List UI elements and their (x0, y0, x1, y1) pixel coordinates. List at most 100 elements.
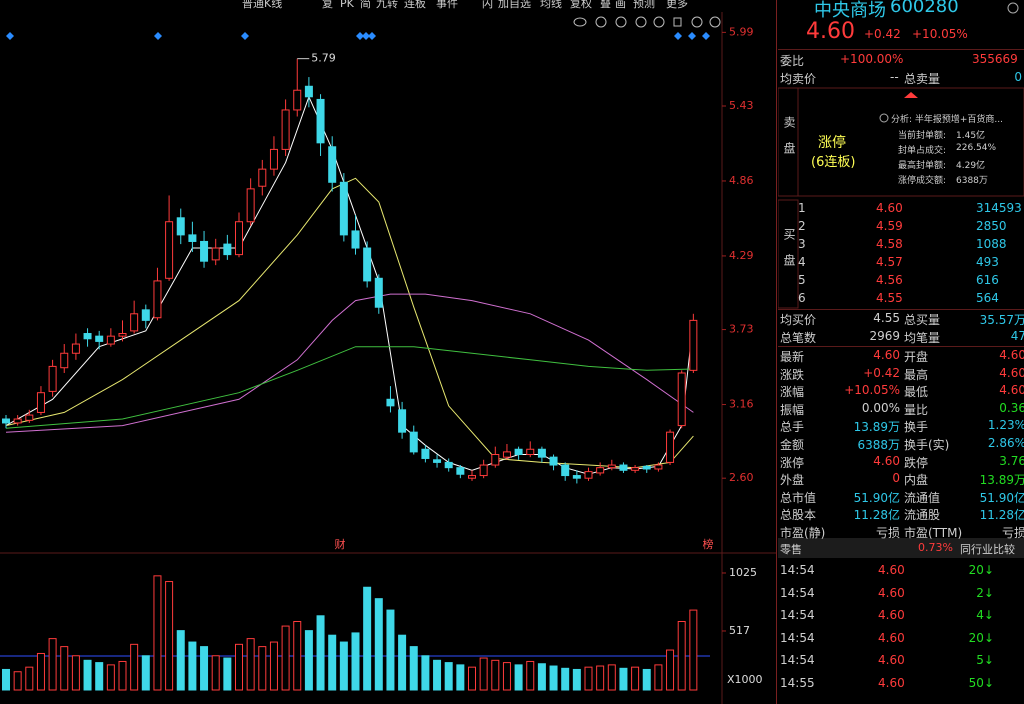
volume-bar (631, 666, 640, 691)
separator (778, 309, 1024, 310)
event-marker: 财 (335, 537, 346, 551)
toolbar-button[interactable]: 闪 (482, 0, 493, 10)
value: 0.36 (999, 400, 1024, 415)
label: 总卖量 (904, 72, 941, 86)
level: 2 (798, 219, 806, 233)
bid-price: 4.58 (876, 237, 903, 251)
trade-time: 14:55 (780, 676, 815, 690)
toolbar-button[interactable]: 加自选 (498, 0, 531, 10)
toolbar-button[interactable]: 事件 (436, 0, 458, 10)
trade-volume: 50↓ (968, 676, 994, 690)
volume-bar (468, 666, 476, 691)
volume-bar (36, 652, 45, 691)
high-label: 5.79 (311, 52, 336, 65)
stock-code: 600280 (890, 0, 959, 17)
label: 外盘 (780, 473, 805, 488)
volume-bar (130, 643, 139, 691)
toolbar-button[interactable]: 简 (360, 0, 371, 10)
value: 4.60 (873, 453, 900, 468)
y-tick-label: 3.16 (729, 398, 754, 411)
label: 量比 (904, 402, 929, 417)
level: 3 (798, 237, 806, 251)
volume-bar (95, 662, 104, 691)
limit-streak: (6连板) (811, 155, 856, 170)
toolbar-button[interactable]: 画 (615, 0, 626, 10)
volume-bar (269, 641, 278, 691)
trade-time: 14:54 (780, 585, 815, 600)
y-tick-label: 2.60 (729, 471, 754, 484)
volume-bar (25, 666, 34, 691)
toolbar-button[interactable]: 复权 (570, 0, 592, 10)
candle-body (502, 451, 511, 458)
candle-body (165, 221, 174, 279)
value: +0.42 (863, 365, 900, 380)
level: 5 (798, 273, 806, 287)
candle-body (514, 448, 523, 456)
bid-volume: 493 (976, 255, 999, 269)
label: 金额 (780, 438, 805, 452)
volume-bar (386, 609, 395, 691)
candle-body (363, 247, 372, 282)
candle-body (269, 148, 278, 170)
candle-body (677, 372, 686, 427)
value: 6388万 (857, 438, 900, 452)
value: 226.54% (956, 143, 997, 153)
volume-bar (339, 641, 348, 691)
volume-bar (549, 665, 558, 691)
candle-body (433, 459, 442, 463)
settings-icon[interactable] (1007, 2, 1019, 14)
value: 2.86% (987, 436, 1024, 450)
label: 均买价 (780, 313, 817, 327)
volume-bar (211, 655, 220, 691)
value: 4.60 (873, 348, 900, 362)
info-icon (879, 113, 889, 123)
candle-body (176, 217, 185, 236)
side-label: 卖盘 (782, 116, 796, 168)
bid-side-box (778, 199, 799, 309)
last-price: 4.60 (806, 19, 855, 44)
bid-price: 4.59 (876, 219, 903, 233)
value: 4.60 (999, 365, 1024, 380)
ask-box (778, 87, 1024, 197)
candle-body (293, 89, 302, 111)
toolbar-button[interactable]: 九转 (376, 0, 398, 10)
bid-price: 4.55 (876, 291, 903, 305)
toolbar-button[interactable]: 均线 (540, 0, 562, 10)
trade-volume: 4↓ (976, 608, 994, 623)
y-tick-label: 5.99 (729, 25, 754, 38)
toolbar-button[interactable]: 复 (322, 0, 333, 10)
label: 最高封单额: (898, 161, 947, 171)
candle-body (48, 365, 57, 392)
value: 4.29亿 (956, 161, 986, 171)
value: 6388万 (956, 176, 988, 186)
volume-bar (200, 646, 209, 691)
toolbar-button[interactable]: 叠 (600, 0, 611, 10)
label: 换手(实) (904, 438, 950, 452)
bid-volume: 1088 (976, 237, 1007, 251)
candle-body (211, 247, 220, 261)
value: 4.60 (999, 348, 1024, 362)
toolbar-button[interactable]: 预测 (633, 0, 655, 10)
candle-body (316, 98, 325, 144)
price-change-pct: +10.05% (912, 27, 968, 41)
trade-volume: 20↓ (968, 630, 994, 645)
label: 换手 (904, 420, 929, 435)
label: 均笔量 (904, 331, 941, 345)
value: 35.57万 (979, 313, 1024, 327)
label: 内盘 (904, 473, 929, 488)
volume-bar (689, 609, 698, 691)
volume-bar (642, 668, 651, 691)
tab: 同行业比较 (960, 543, 1015, 556)
toolbar-button[interactable]: 更多 (666, 0, 688, 10)
value: 11.28亿 (853, 508, 900, 523)
collapse-icon[interactable] (904, 92, 918, 98)
value: +10.05% (844, 383, 900, 398)
toolbar-button[interactable]: PK (340, 0, 355, 10)
trade-volume: 5↓ (976, 653, 994, 668)
moving-average (5, 346, 694, 429)
value: 4.55 (873, 311, 900, 325)
candle-body (153, 280, 162, 319)
toolbar-button[interactable]: 普通K线 (242, 0, 282, 10)
level: 6 (798, 291, 806, 305)
toolbar-button[interactable]: 连板 (404, 0, 426, 10)
